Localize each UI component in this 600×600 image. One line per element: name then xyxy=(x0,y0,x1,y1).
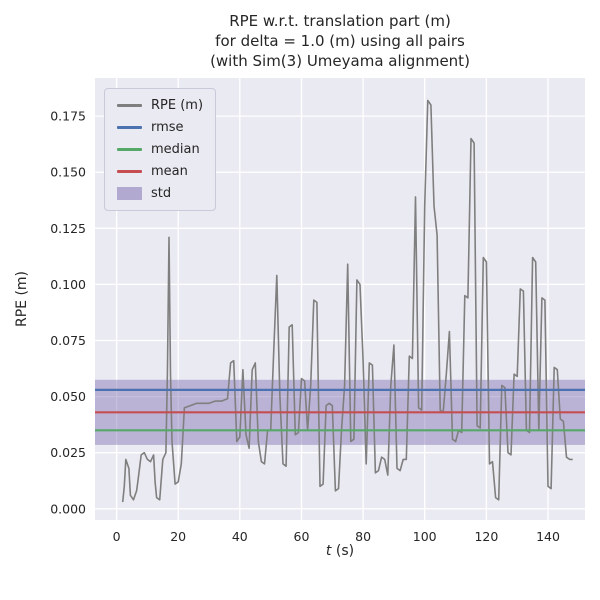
legend-swatch-patch xyxy=(117,187,142,200)
chart-title-line1: RPE w.r.t. translation part (m) xyxy=(229,12,451,30)
x-tick-label: 60 xyxy=(294,529,310,544)
x-tick-label: 80 xyxy=(355,529,371,544)
x-tick-label: 0 xyxy=(113,529,121,544)
x-axis-label-unit: (s) xyxy=(331,543,355,559)
legend-swatch-line xyxy=(117,104,142,107)
legend-swatch-line xyxy=(117,170,142,173)
legend-swatch-line xyxy=(117,148,142,151)
x-axis-label-variable: t xyxy=(325,543,332,559)
y-tick-label: 0.100 xyxy=(50,277,86,292)
legend-swatch-line xyxy=(117,126,142,129)
legend: RPE (m) rmse median mean std xyxy=(104,88,217,211)
legend-label: mean xyxy=(151,164,188,179)
legend-label: std xyxy=(151,186,172,201)
legend-item-std: std xyxy=(117,186,203,201)
legend-label: rmse xyxy=(151,120,184,135)
chart-title-line3: (with Sim(3) Umeyama alignment) xyxy=(210,51,470,70)
y-tick-label: 0.150 xyxy=(50,165,86,180)
legend-item-median: median xyxy=(117,142,203,157)
x-tick-label: 20 xyxy=(170,529,186,544)
rpe-line xyxy=(121,99,573,503)
legend-label: median xyxy=(151,142,200,157)
y-tick-label: 0.175 xyxy=(50,109,86,124)
x-tick-label: 40 xyxy=(232,529,248,544)
x-tick-label: 140 xyxy=(536,529,560,544)
legend-label: RPE (m) xyxy=(151,98,204,113)
legend-item-mean: mean xyxy=(117,164,203,179)
legend-item-rpe-m: RPE (m) xyxy=(117,98,203,113)
x-tick-label: 120 xyxy=(474,529,498,544)
y-tick-label: 0.000 xyxy=(50,501,86,516)
y-tick-label: 0.125 xyxy=(50,221,86,236)
y-tick-label: 0.075 xyxy=(50,333,86,348)
y-axis-label: RPE (m) xyxy=(14,270,30,328)
y-tick-label: 0.050 xyxy=(50,389,86,404)
chart-title: RPE w.r.t. translation part (m) for delt… xyxy=(95,12,585,71)
x-tick-label: 100 xyxy=(413,529,437,544)
x-axis-label: t (s) xyxy=(326,543,354,559)
legend-item-rmse: rmse xyxy=(117,120,203,135)
y-tick-label: 0.025 xyxy=(50,445,86,460)
chart-title-line2: for delta = 1.0 (m) using all pairs xyxy=(215,31,465,50)
